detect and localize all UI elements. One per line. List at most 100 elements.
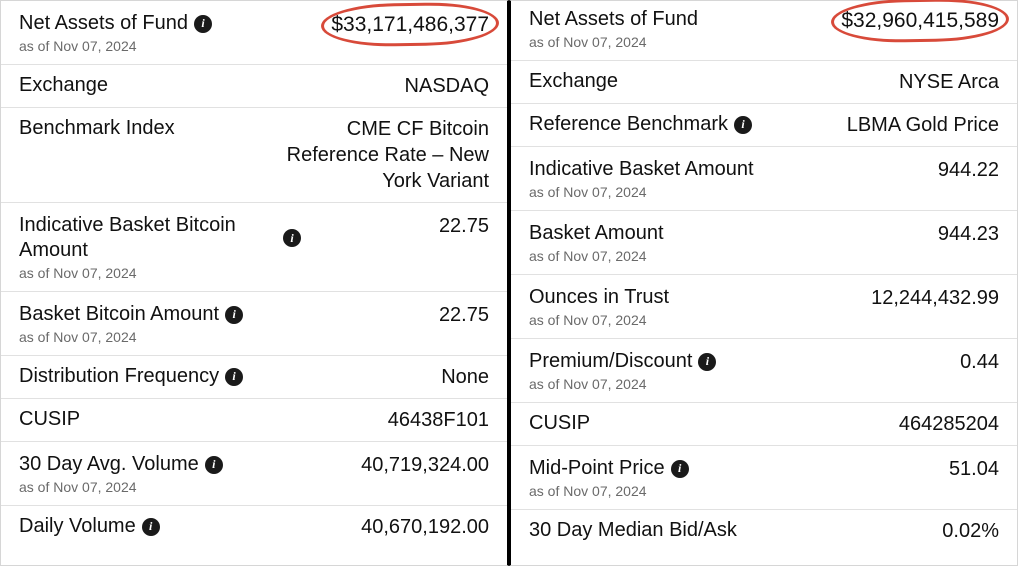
- row-label: Daily Volume i: [19, 514, 160, 539]
- row-value: 464285204: [899, 411, 999, 437]
- detail-row: ExchangeNYSE Arca: [511, 61, 1017, 104]
- row-label: Net Assets of Fund i: [19, 11, 212, 36]
- row-label-column: CUSIP: [19, 407, 80, 432]
- row-label: Basket Bitcoin Amounti: [19, 302, 243, 327]
- row-label: Benchmark Index: [19, 116, 175, 141]
- row-label-column: Ounces in Trust as of Nov 07, 2024: [529, 285, 669, 328]
- row-value-text: 12,244,432.99: [871, 287, 999, 309]
- row-label-text: Premium/Discount: [529, 349, 692, 374]
- row-label-text: Daily Volume: [19, 514, 136, 539]
- row-value-text: 944.23: [938, 223, 999, 245]
- row-label-text: Ounces in Trust: [529, 285, 669, 310]
- info-icon[interactable]: i: [671, 460, 689, 478]
- row-label-column: Net Assets of Fund i as of Nov 07, 2024: [19, 11, 212, 54]
- info-icon[interactable]: i: [698, 353, 716, 371]
- row-value-text: 40,670,192.00: [361, 516, 489, 538]
- row-value: NASDAQ: [405, 73, 489, 99]
- row-label-column: Net Assets of Fundas of Nov 07, 2024: [529, 7, 698, 50]
- row-label-text: 30 Day Avg. Volume: [19, 452, 199, 477]
- row-label-text: Indicative Basket Bitcoin Amount: [19, 213, 277, 263]
- detail-row: Net Assets of Fundas of Nov 07, 2024 $32,…: [511, 1, 1017, 61]
- detail-row: Net Assets of Fund i as of Nov 07, 2024 $33…: [1, 1, 507, 65]
- row-label-column: 30 Day Avg. Volume i as of Nov 07, 2024: [19, 452, 223, 495]
- row-label-column: CUSIP: [529, 411, 590, 436]
- row-value-text: $32,960,415,589: [841, 7, 999, 34]
- info-icon[interactable]: i: [142, 518, 160, 536]
- info-icon[interactable]: i: [225, 368, 243, 386]
- detail-row: Reference Benchmark i LBMA Gold Price: [511, 104, 1017, 147]
- row-label-text: Net Assets of Fund: [19, 11, 188, 36]
- row-label-text: 30 Day Median Bid/Ask: [529, 518, 737, 543]
- info-icon[interactable]: i: [205, 456, 223, 474]
- row-label: Indicative Basket Bitcoin Amount i: [19, 213, 301, 263]
- detail-row: Benchmark Index CME CF Bitcoin Reference …: [1, 108, 507, 203]
- row-label-text: Exchange: [19, 73, 108, 98]
- row-value-text: 0.44: [960, 351, 999, 373]
- row-value-text: $33,171,486,377: [331, 11, 489, 38]
- row-value-text: 22.75: [439, 215, 489, 237]
- row-label: Exchange: [19, 73, 108, 98]
- row-value-text: CME CF Bitcoin Reference Rate – New York…: [287, 118, 489, 192]
- row-value: 0.02%: [942, 518, 999, 544]
- row-value: CME CF Bitcoin Reference Rate – New York…: [278, 116, 490, 194]
- row-label-text: CUSIP: [19, 407, 80, 432]
- detail-row: 30 Day Avg. Volume i as of Nov 07, 2024 40,…: [1, 442, 507, 506]
- fund-panel-right: Net Assets of Fundas of Nov 07, 2024$32,…: [509, 0, 1018, 566]
- as-of-date: as of Nov 07, 2024: [19, 38, 212, 54]
- row-value: 22.75: [439, 213, 489, 239]
- as-of-date: as of Nov 07, 2024: [529, 312, 669, 328]
- row-label-column: Mid-Point Price i as of Nov 07, 2024: [529, 456, 689, 499]
- row-label-column: Daily Volume i: [19, 514, 160, 539]
- as-of-date: as of Nov 07, 2024: [529, 483, 689, 499]
- row-label: CUSIP: [19, 407, 80, 432]
- row-value-text: 944.22: [938, 159, 999, 181]
- row-value-text: 0.02%: [942, 520, 999, 542]
- info-icon[interactable]: i: [734, 116, 752, 134]
- row-label-text: Reference Benchmark: [529, 112, 728, 137]
- row-label-text: Mid-Point Price: [529, 456, 665, 481]
- row-label: Reference Benchmark i: [529, 112, 752, 137]
- fund-panel-left: Net Assets of Fund i as of Nov 07, 2024 $33…: [0, 0, 509, 566]
- row-value: LBMA Gold Price: [847, 112, 999, 138]
- row-label-column: Distribution Frequency i: [19, 364, 243, 389]
- detail-row: Daily Volume i 40,670,192.00: [1, 506, 507, 548]
- row-label-text: Net Assets of Fund: [529, 7, 698, 32]
- row-label: Indicative Basket Amount: [529, 157, 754, 182]
- info-icon[interactable]: i: [283, 229, 301, 247]
- row-value-text: 40,719,324.00: [361, 454, 489, 476]
- row-value-text: NASDAQ: [405, 75, 489, 97]
- row-label-column: Exchange: [529, 69, 618, 94]
- row-label-column: Basket Bitcoin Amountias of Nov 07, 2024: [19, 302, 243, 345]
- as-of-date: as of Nov 07, 2024: [19, 479, 223, 495]
- row-value: 46438F101: [388, 407, 489, 433]
- row-value-text: None: [441, 366, 489, 388]
- row-value: $33,171,486,377: [331, 11, 489, 38]
- row-label: Ounces in Trust: [529, 285, 669, 310]
- row-label: Distribution Frequency i: [19, 364, 243, 389]
- row-label: CUSIP: [529, 411, 590, 436]
- as-of-date: as of Nov 07, 2024: [529, 376, 716, 392]
- row-label-column: Basket Amount as of Nov 07, 2024: [529, 221, 664, 264]
- row-value-text: 46438F101: [388, 409, 489, 431]
- row-label: Premium/Discount i: [529, 349, 716, 374]
- row-value: 51.04: [949, 456, 999, 482]
- row-value-text: 22.75: [439, 304, 489, 326]
- row-value: 0.44: [960, 349, 999, 375]
- row-label-text: Basket Amount: [529, 221, 664, 246]
- row-value: 22.75: [439, 302, 489, 328]
- info-icon[interactable]: i: [194, 15, 212, 33]
- row-value: 12,244,432.99: [871, 285, 999, 311]
- row-label-text: Distribution Frequency: [19, 364, 219, 389]
- detail-row: Basket Bitcoin Amountias of Nov 07, 2024…: [1, 292, 507, 356]
- as-of-date: as of Nov 07, 2024: [529, 248, 664, 264]
- row-label-text: CUSIP: [529, 411, 590, 436]
- row-value-text: 464285204: [899, 413, 999, 435]
- row-value: 944.23: [938, 221, 999, 247]
- detail-row: CUSIP 464285204: [511, 403, 1017, 446]
- row-label-column: Indicative Basket Bitcoin Amount i as of N…: [19, 213, 301, 281]
- info-icon[interactable]: i: [225, 306, 243, 324]
- as-of-date: as of Nov 07, 2024: [19, 265, 301, 281]
- row-label-column: Reference Benchmark i: [529, 112, 752, 137]
- detail-row: Premium/Discount i as of Nov 07, 2024 0.44: [511, 339, 1017, 403]
- row-label: Mid-Point Price i: [529, 456, 689, 481]
